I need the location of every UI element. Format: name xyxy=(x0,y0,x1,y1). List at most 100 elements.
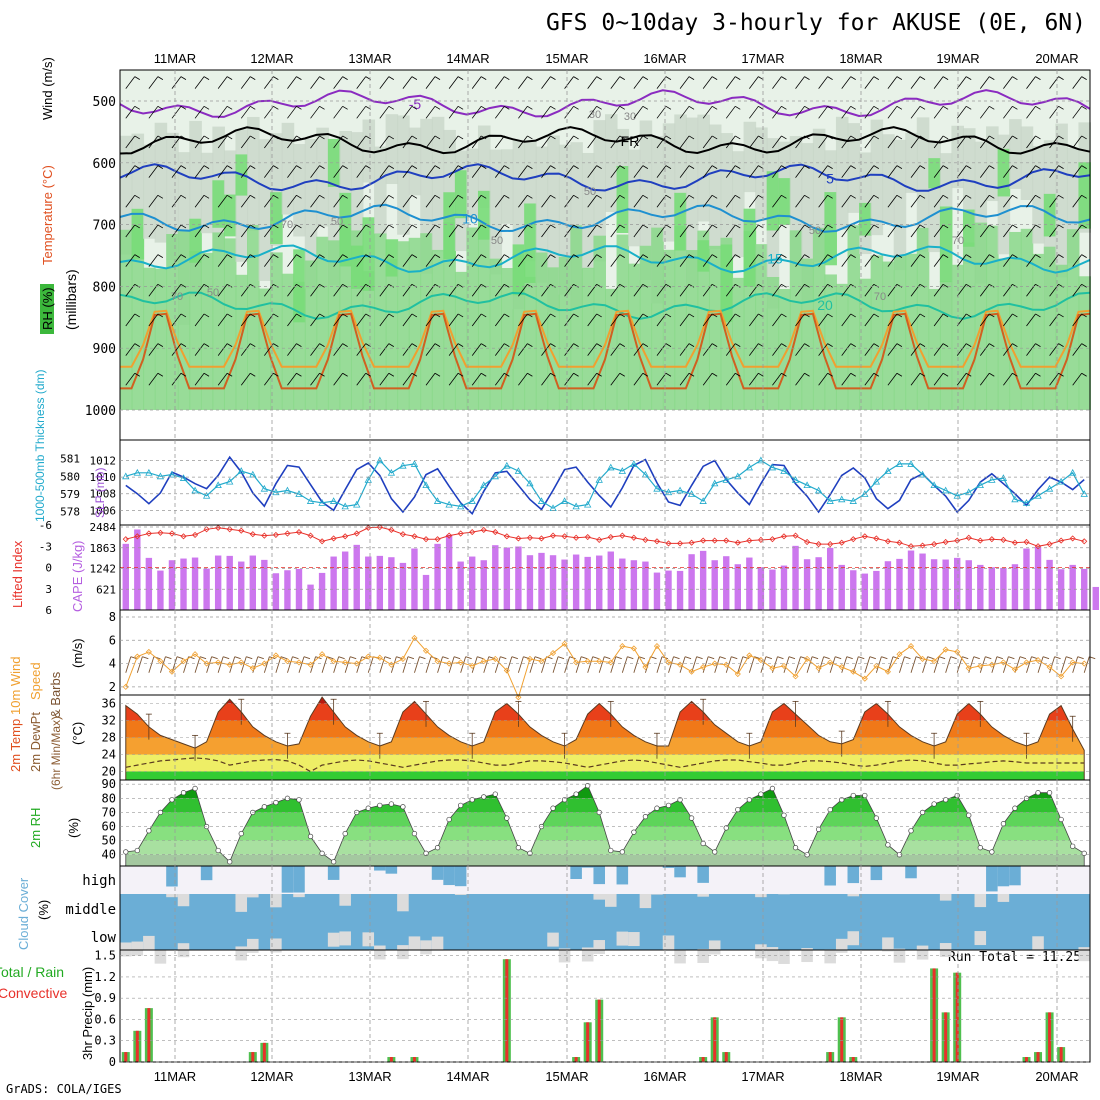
rh-shade-mid xyxy=(685,117,699,286)
wind-barb-flag xyxy=(342,224,348,229)
wind-barb-flag xyxy=(434,194,441,199)
wind-barb-flag xyxy=(1058,283,1064,288)
precip-conv-bar xyxy=(944,1012,948,1062)
wind-barb-flag xyxy=(550,313,556,318)
li-point xyxy=(873,535,880,542)
rh-shade-low xyxy=(801,258,814,410)
rh-point xyxy=(1070,843,1076,849)
wind10-point xyxy=(238,659,245,666)
wind-barb xyxy=(125,106,136,119)
wind-barb xyxy=(287,165,297,178)
rh-contour-label: 30 xyxy=(624,111,636,123)
wind-barb xyxy=(841,165,852,178)
wind-barb xyxy=(494,284,505,297)
rh-shade-mid xyxy=(1055,123,1068,278)
li-point xyxy=(168,530,176,537)
wind-barb-flag xyxy=(596,135,602,140)
wind-barb xyxy=(356,373,367,386)
wind-barb-flag xyxy=(1081,372,1087,377)
wind-barb-flag xyxy=(781,105,787,110)
wind-barb xyxy=(356,313,367,327)
wind10-barb xyxy=(933,656,940,673)
wind-barb xyxy=(310,343,320,356)
cloud-low-cell xyxy=(1032,936,1044,951)
wind-barb-flag xyxy=(850,224,856,229)
cape-bar xyxy=(538,552,545,610)
wind10-barb xyxy=(564,656,571,673)
temp-band xyxy=(125,703,1085,721)
cloud-high-cell xyxy=(824,866,836,886)
wind-barb xyxy=(979,76,990,89)
rh-shade-mid xyxy=(662,123,676,242)
precip-conv-bar xyxy=(955,972,959,1062)
wind10-point xyxy=(492,655,499,662)
wind-barb-flag xyxy=(896,372,903,377)
cape-bar xyxy=(122,543,129,610)
cloud-high-cell xyxy=(616,866,629,885)
wind-barb-flag xyxy=(619,313,625,318)
cape-tick-label: 1863 xyxy=(90,542,117,555)
wind10-point xyxy=(988,661,995,668)
cloud-high-cell xyxy=(662,866,675,868)
wind-barb-flag xyxy=(989,343,995,347)
wind-barb-flag xyxy=(573,313,579,318)
rh-shade-mid xyxy=(385,114,399,185)
precip-conv-bar xyxy=(1048,1012,1052,1062)
wind10-point xyxy=(330,658,337,665)
rh-shade-low xyxy=(893,256,907,410)
wind-barb-flag xyxy=(827,194,833,199)
wind10-barb xyxy=(575,656,582,673)
wind-barb-flag xyxy=(319,135,325,140)
wind-barb xyxy=(1049,254,1059,267)
wind-barb xyxy=(587,224,597,238)
wind-barb xyxy=(772,224,782,238)
wind10-barb xyxy=(1083,656,1090,673)
wind-barb-flag xyxy=(711,313,718,318)
wind-barb xyxy=(333,106,343,119)
cape-bar xyxy=(411,548,418,610)
wind-barb-flag xyxy=(942,372,949,377)
rh-point xyxy=(862,792,868,799)
wind-barb-flag xyxy=(758,372,764,377)
wind-barb-flag xyxy=(919,194,926,199)
wind-barb-flag xyxy=(1058,194,1064,199)
wind10-barb xyxy=(621,656,628,673)
wind10-point xyxy=(134,653,141,660)
wind-barb xyxy=(471,76,482,89)
cloud-mid-cell xyxy=(939,894,952,901)
thickness-point xyxy=(907,460,915,467)
wind-barb-flag xyxy=(688,372,695,377)
wind-barb xyxy=(910,106,921,119)
wind10-point xyxy=(515,694,522,701)
wind-barb-flag xyxy=(1012,283,1018,288)
wind-barb-flag xyxy=(457,135,464,140)
cloud-low-cell xyxy=(778,949,790,964)
thickness-point xyxy=(272,488,280,496)
wind-barb-flag xyxy=(157,194,164,199)
wind-barb xyxy=(679,165,690,178)
wind10-barb xyxy=(610,656,617,673)
wind-barb xyxy=(379,76,390,89)
wind-barb-flag xyxy=(781,313,787,318)
wind-barb xyxy=(702,343,713,356)
wind-barb-flag xyxy=(273,372,279,377)
wind-barb-flag xyxy=(365,372,371,377)
rh-band xyxy=(125,840,1085,855)
date-label-bottom: 19MAR xyxy=(936,1069,979,1084)
wind-barb xyxy=(194,195,205,208)
wind-barb-flag xyxy=(827,343,833,347)
wind-barb xyxy=(910,313,921,327)
wind-barb-flag xyxy=(619,105,625,110)
wind-barb xyxy=(841,373,852,386)
wind10-barb-flag xyxy=(604,656,611,660)
wind10-point xyxy=(145,648,152,655)
rh-shade-mid xyxy=(743,121,757,193)
wind-barb-flag xyxy=(758,254,764,258)
rh-shade-pocket xyxy=(939,206,953,283)
wind-barb-flag xyxy=(965,194,972,199)
wind-barb-flag xyxy=(273,76,279,80)
precip-conv-bar xyxy=(840,1017,844,1062)
wind-barb xyxy=(1026,135,1036,149)
wind-barb xyxy=(564,254,574,267)
wind10-point xyxy=(469,662,476,669)
